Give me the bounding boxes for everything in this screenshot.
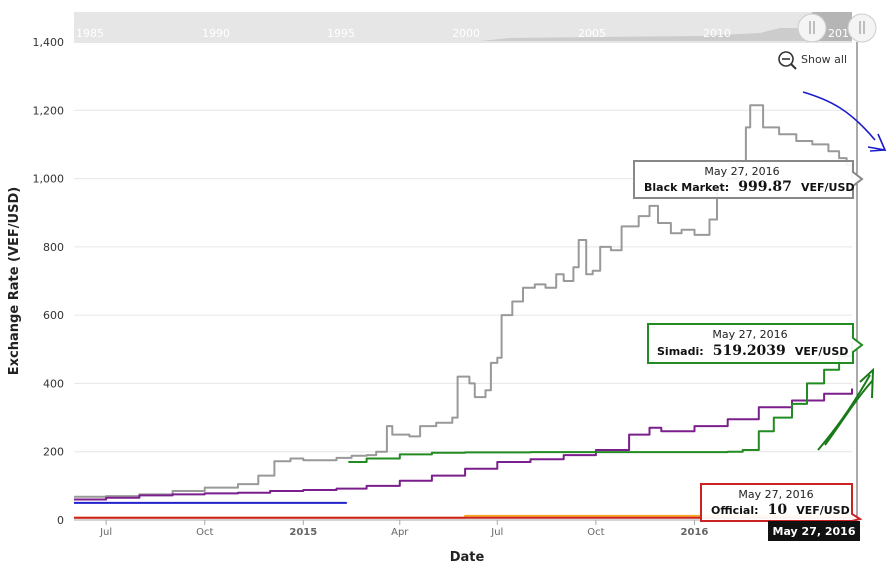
tooltip-box bbox=[700, 483, 863, 522]
navigator-year-label: 2010 bbox=[703, 27, 731, 40]
y-tick-label: 0 bbox=[57, 514, 64, 527]
x-tick-label: Jul bbox=[99, 527, 112, 538]
range-navigator[interactable]: 1985 1990 1995 2000 2005 2010 201 bbox=[74, 12, 877, 43]
crosshair-label-text: May 27, 2016 bbox=[773, 525, 856, 538]
navigator-year-labels: 1985 1990 1995 2000 2005 2010 201 bbox=[76, 27, 849, 40]
tooltip-unit: VEF/USD bbox=[796, 504, 850, 517]
green-annotation-stroke bbox=[824, 379, 874, 446]
show-all-label: Show all bbox=[801, 53, 847, 66]
crosshair-label-box bbox=[768, 521, 860, 541]
y-tick-label: 1,400 bbox=[33, 36, 65, 49]
crosshair-x-label: May 27, 2016 bbox=[768, 521, 860, 541]
tooltip-series-name: Official: bbox=[711, 504, 759, 517]
x-tick-label: Oct bbox=[587, 527, 604, 538]
x-tick-label: Jul bbox=[490, 527, 503, 538]
green-annotation-arrow bbox=[817, 374, 871, 451]
zoom-out-icon bbox=[778, 51, 794, 67]
tooltip-simadi: May 27, 2016 Simadi: 519.2039 VEF/USD bbox=[647, 323, 864, 364]
navigator-year-label: 1985 bbox=[76, 27, 104, 40]
y-axis-ticks: 0 200 400 600 800 1,000 1,200 1,400 bbox=[33, 36, 65, 527]
navigator-year-label: 1990 bbox=[202, 27, 230, 40]
navigator-right-handle[interactable] bbox=[847, 13, 877, 43]
tooltip-box bbox=[647, 323, 864, 364]
blue-annotation-arrow bbox=[802, 91, 876, 141]
show-all-button[interactable]: Show all bbox=[778, 51, 847, 70]
tooltip-unit: VEF/USD bbox=[801, 181, 855, 194]
x-tick-label: Oct bbox=[196, 527, 213, 538]
x-axis-ticks: Jul Oct 2015 Apr Jul Oct 2016 bbox=[99, 520, 708, 538]
x-tick-label: 2016 bbox=[681, 527, 709, 538]
x-axis-title: Date bbox=[450, 550, 485, 565]
blue-arrowhead-icon bbox=[867, 133, 887, 152]
tooltip-black-market: May 27, 2016 Black Market: 999.87 VEF/US… bbox=[633, 160, 864, 199]
tooltip-unit: VEF/USD bbox=[795, 345, 849, 358]
y-tick-label: 1,000 bbox=[33, 173, 65, 186]
grid-lines bbox=[74, 41, 852, 453]
tooltip-official: May 27, 2016 Official: 10 VEF/USD bbox=[700, 483, 863, 522]
tooltip-value: 10 bbox=[768, 502, 788, 518]
hand-drawn-annotations bbox=[802, 91, 887, 451]
green-arrowhead-icon bbox=[859, 367, 875, 399]
tooltip-series-name: Simadi: bbox=[657, 345, 704, 358]
y-tick-label: 200 bbox=[43, 446, 64, 459]
tooltip-line: Official: 10 VEF/USD bbox=[711, 499, 850, 518]
x-tick-label: Apr bbox=[391, 527, 409, 538]
y-axis-title: Exchange Rate (VEF/USD) bbox=[7, 187, 22, 375]
y-tick-label: 1,200 bbox=[33, 104, 65, 117]
navigator-year-label: 1995 bbox=[327, 27, 355, 40]
tooltip-date: May 27, 2016 bbox=[738, 488, 813, 501]
y-tick-label: 400 bbox=[43, 377, 64, 390]
tooltip-value: 999.87 bbox=[738, 179, 792, 195]
tooltip-line: Simadi: 519.2039 VEF/USD bbox=[657, 340, 848, 359]
navigator-year-label: 2000 bbox=[452, 27, 480, 40]
y-tick-label: 600 bbox=[43, 309, 64, 322]
tooltip-series-name: Black Market: bbox=[644, 181, 729, 194]
series-line-blue bbox=[74, 501, 348, 504]
tooltip-box bbox=[633, 160, 864, 199]
navigator-area bbox=[74, 28, 852, 41]
x-tick-label: 2015 bbox=[289, 527, 317, 538]
zoom-out-handle bbox=[790, 63, 797, 70]
navigator-year-label: 201 bbox=[828, 27, 849, 40]
y-tick-label: 800 bbox=[43, 241, 64, 254]
tooltip-value: 519.2039 bbox=[713, 343, 786, 359]
series-line-purple bbox=[74, 388, 853, 501]
tooltip-line: Black Market: 999.87 VEF/USD bbox=[644, 176, 855, 195]
series-line-simadi bbox=[348, 342, 853, 463]
navigator-year-label: 2005 bbox=[578, 27, 606, 40]
tooltip-date: May 27, 2016 bbox=[704, 165, 779, 178]
tooltip-date: May 27, 2016 bbox=[712, 328, 787, 341]
navigator-left-handle[interactable] bbox=[797, 13, 827, 43]
